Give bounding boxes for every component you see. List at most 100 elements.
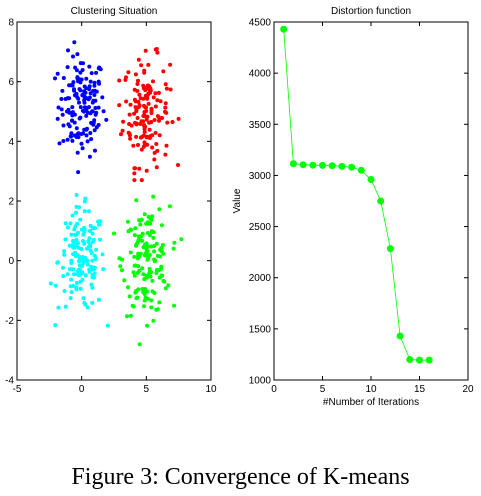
cluster-2-point — [158, 99, 163, 104]
cluster-3-point — [74, 287, 79, 292]
cluster-1-point — [60, 88, 65, 93]
cluster-3-point — [69, 258, 74, 263]
cluster-3-point — [71, 267, 75, 272]
distortion-x-axis-title: #Number of Iterations — [323, 397, 419, 408]
distortion-line-plot: Distortion function 0 5 10 15 20 1000 1500 2000… — [232, 6, 474, 408]
cluster-3-point — [86, 240, 91, 244]
cluster-3-point — [101, 267, 106, 272]
cluster-2-point — [139, 147, 144, 152]
cluster-2-point — [152, 157, 157, 162]
cluster-2-point — [163, 101, 168, 106]
cluster-1-point — [89, 71, 94, 76]
cluster-3-point — [48, 281, 53, 286]
cluster-2-point — [153, 104, 158, 109]
cluster-1-point — [75, 150, 80, 155]
distortion-line — [283, 29, 430, 361]
cluster-3-point — [83, 255, 88, 260]
cluster-3-point — [96, 297, 101, 302]
cluster-4-point — [145, 249, 150, 253]
cluster-3-point — [83, 196, 88, 201]
cluster-2-point — [149, 111, 154, 115]
cluster-3-point — [62, 252, 67, 257]
y-tick-label: 1000 — [249, 376, 272, 387]
cluster-3-point — [68, 221, 73, 226]
cluster-1-point — [92, 128, 97, 133]
distortion-point — [299, 161, 307, 169]
cluster-2-point — [176, 116, 181, 121]
cluster-3-point — [77, 267, 82, 272]
cluster-3-point — [92, 265, 97, 270]
x-tick-label: 5 — [320, 384, 326, 395]
cluster-3-point — [82, 241, 87, 246]
cluster-3-point — [75, 241, 80, 245]
cluster-3-point — [90, 267, 94, 272]
y-tick-label: 4500 — [249, 18, 272, 29]
cluster-2-point — [145, 114, 150, 119]
cluster-4-point — [133, 290, 138, 295]
cluster-4-point — [149, 298, 154, 303]
distortion-point — [328, 162, 336, 170]
cluster-4-point — [144, 273, 149, 278]
cluster-2-point — [141, 83, 146, 88]
cluster-1-point — [81, 131, 86, 136]
cluster-4-point — [137, 236, 142, 241]
cluster-3-point — [85, 262, 90, 267]
distortion-point — [348, 163, 356, 171]
cluster-1-point — [82, 98, 87, 103]
cluster-1-point — [80, 68, 85, 72]
cluster-4-point — [179, 237, 184, 242]
cluster-1-point — [87, 64, 92, 69]
cluster-4-point — [139, 217, 144, 222]
cluster-4-point — [134, 198, 139, 203]
cluster-3-point — [77, 258, 82, 263]
cluster-4-point — [133, 226, 138, 231]
cluster-4-point — [132, 273, 137, 278]
cluster-2-point — [135, 89, 140, 93]
cluster-1-point — [82, 84, 87, 89]
cluster-2-point — [163, 105, 168, 110]
cluster-2-point — [163, 109, 167, 114]
cluster-1-point — [88, 91, 93, 96]
cluster-4-point — [132, 233, 137, 238]
cluster-1-point — [73, 65, 78, 70]
y-tick-label: 2500 — [249, 222, 272, 233]
cluster-4-point — [148, 221, 153, 226]
cluster-2-point — [142, 129, 147, 134]
cluster-4-point — [142, 212, 147, 217]
cluster-1-point — [68, 83, 73, 88]
cluster-4-point — [145, 244, 150, 249]
cluster-2-point — [132, 171, 137, 176]
cluster-3-point — [96, 219, 101, 224]
cluster-1-point — [94, 125, 99, 130]
cluster-2-point — [136, 105, 141, 109]
cluster-3-point — [74, 193, 79, 197]
cluster-4-point — [149, 305, 154, 310]
cluster-2-point — [176, 163, 180, 167]
cluster-4-point — [144, 221, 149, 226]
cluster-2-point — [134, 134, 139, 139]
cluster-2-point — [150, 145, 155, 150]
cluster-3-point — [81, 296, 86, 301]
cluster-2-point — [135, 82, 140, 86]
cluster-1-point — [77, 100, 81, 105]
cluster-1-point — [78, 61, 83, 66]
cluster-1-point — [66, 122, 71, 127]
cluster-1-point — [84, 133, 89, 138]
y-tick-label: 3000 — [249, 171, 272, 182]
cluster-3-point — [100, 252, 105, 257]
cluster-3-point — [75, 253, 80, 258]
cluster-3-point — [63, 237, 68, 242]
cluster-2-point — [120, 128, 125, 133]
cluster-1-point — [59, 107, 64, 112]
cluster-1-point — [78, 105, 83, 110]
cluster-4-point — [118, 264, 123, 269]
clustering-scatter-plot: Clustering Situation -5 0 5 10 -4 -2 0 2 4 6 8 — [5, 6, 217, 395]
cluster-3-point — [88, 223, 93, 228]
cluster-1-point — [72, 120, 77, 125]
clustering-ticks-group: -5 0 5 10 -4 -2 0 2 4 6 8 — [5, 18, 217, 396]
cluster-3-point — [60, 265, 65, 270]
cluster-3-point — [91, 239, 95, 244]
distortion-point — [416, 356, 423, 364]
cluster-2-point — [154, 47, 159, 51]
